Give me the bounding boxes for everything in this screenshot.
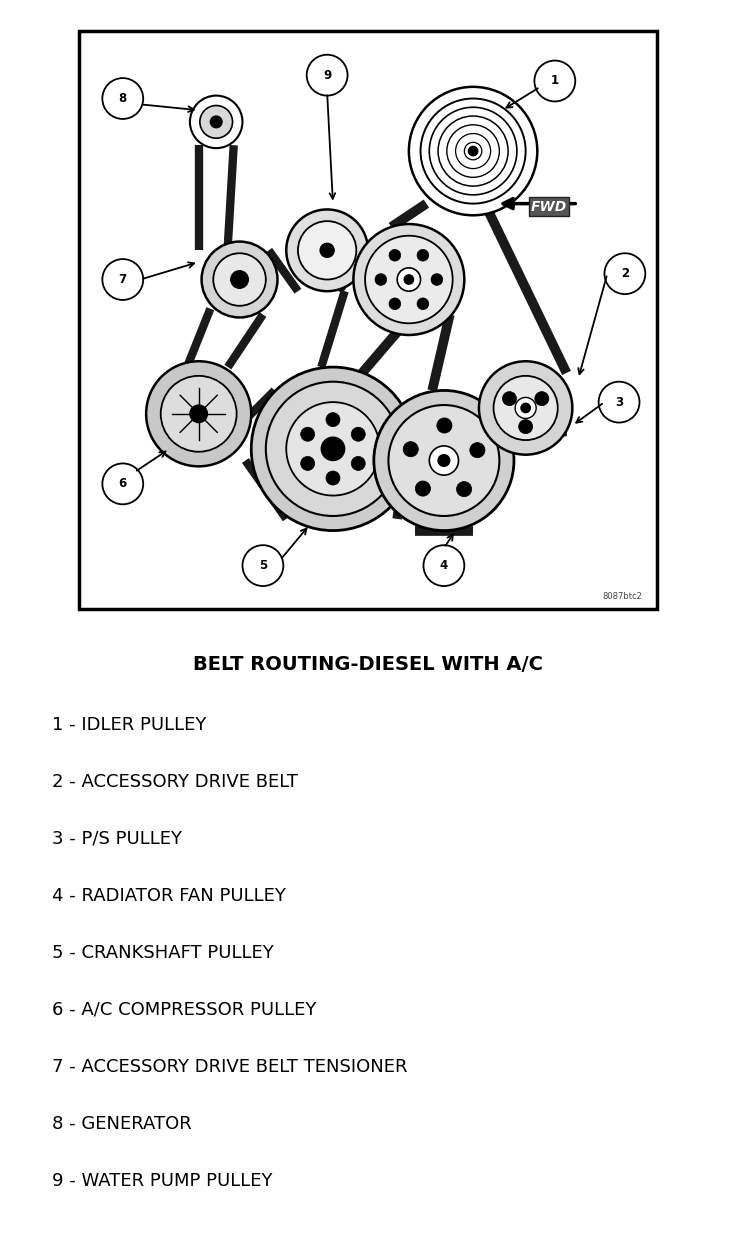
Circle shape bbox=[503, 392, 517, 406]
Text: 9 - WATER PUMP PULLEY: 9 - WATER PUMP PULLEY bbox=[52, 1171, 272, 1190]
Circle shape bbox=[351, 456, 365, 470]
Circle shape bbox=[102, 259, 144, 299]
Circle shape bbox=[375, 273, 386, 286]
Circle shape bbox=[210, 116, 222, 127]
Circle shape bbox=[397, 268, 420, 291]
Circle shape bbox=[404, 275, 414, 285]
Circle shape bbox=[417, 298, 429, 309]
Circle shape bbox=[213, 254, 266, 306]
Text: 5: 5 bbox=[259, 559, 267, 571]
Circle shape bbox=[415, 481, 431, 496]
Text: 6: 6 bbox=[118, 477, 127, 490]
Text: 7: 7 bbox=[118, 273, 127, 286]
Text: 6 - A/C COMPRESSOR PULLEY: 6 - A/C COMPRESSOR PULLEY bbox=[52, 1001, 316, 1018]
Circle shape bbox=[468, 146, 478, 156]
Circle shape bbox=[403, 442, 418, 456]
Circle shape bbox=[160, 376, 237, 452]
Text: 2 - ACCESSORY DRIVE BELT: 2 - ACCESSORY DRIVE BELT bbox=[52, 773, 297, 790]
Text: 1 - IDLER PULLEY: 1 - IDLER PULLEY bbox=[52, 716, 206, 734]
Circle shape bbox=[431, 273, 443, 286]
Text: FWD: FWD bbox=[531, 199, 567, 214]
Circle shape bbox=[423, 546, 464, 586]
Circle shape bbox=[438, 116, 508, 186]
Text: 3 - P/S PULLEY: 3 - P/S PULLEY bbox=[52, 830, 182, 847]
Circle shape bbox=[456, 481, 472, 497]
Circle shape bbox=[436, 418, 452, 433]
Circle shape bbox=[604, 254, 645, 294]
Circle shape bbox=[409, 87, 537, 215]
Circle shape bbox=[494, 376, 558, 440]
Circle shape bbox=[301, 427, 315, 442]
Circle shape bbox=[389, 298, 400, 309]
Circle shape bbox=[190, 95, 242, 148]
Text: BELT ROUTING-DIESEL WITH A/C: BELT ROUTING-DIESEL WITH A/C bbox=[193, 656, 543, 674]
Text: 8087btc2: 8087btc2 bbox=[603, 591, 643, 601]
Circle shape bbox=[470, 443, 485, 458]
Circle shape bbox=[429, 445, 459, 475]
Circle shape bbox=[190, 404, 208, 423]
Circle shape bbox=[307, 54, 347, 95]
Circle shape bbox=[286, 209, 368, 291]
Circle shape bbox=[301, 456, 315, 470]
Circle shape bbox=[146, 361, 251, 466]
Circle shape bbox=[479, 361, 573, 455]
Circle shape bbox=[417, 250, 429, 261]
Circle shape bbox=[438, 455, 450, 466]
Circle shape bbox=[102, 78, 144, 119]
Circle shape bbox=[326, 471, 340, 485]
Circle shape bbox=[365, 236, 453, 323]
Circle shape bbox=[389, 250, 400, 261]
Circle shape bbox=[320, 244, 334, 257]
Text: 8 - GENERATOR: 8 - GENERATOR bbox=[52, 1115, 191, 1133]
Circle shape bbox=[389, 404, 499, 516]
Circle shape bbox=[464, 142, 482, 160]
Circle shape bbox=[326, 413, 340, 427]
Circle shape bbox=[251, 367, 414, 531]
Circle shape bbox=[429, 108, 517, 195]
Circle shape bbox=[353, 224, 464, 335]
Circle shape bbox=[374, 391, 514, 531]
Text: 5 - CRANKSHAFT PULLEY: 5 - CRANKSHAFT PULLEY bbox=[52, 944, 273, 961]
Circle shape bbox=[598, 382, 640, 423]
Circle shape bbox=[200, 105, 233, 139]
Text: 4 - RADIATOR FAN PULLEY: 4 - RADIATOR FAN PULLEY bbox=[52, 887, 286, 904]
Text: 7 - ACCESSORY DRIVE BELT TENSIONER: 7 - ACCESSORY DRIVE BELT TENSIONER bbox=[52, 1058, 407, 1076]
Circle shape bbox=[515, 397, 536, 418]
Text: 3: 3 bbox=[615, 396, 623, 408]
Circle shape bbox=[202, 241, 277, 318]
Circle shape bbox=[521, 403, 531, 413]
Text: 1: 1 bbox=[551, 74, 559, 88]
Circle shape bbox=[351, 427, 365, 442]
Circle shape bbox=[420, 99, 526, 204]
Text: 9: 9 bbox=[323, 69, 331, 82]
Circle shape bbox=[456, 134, 491, 168]
Text: FWD: FWD bbox=[531, 199, 567, 214]
Circle shape bbox=[519, 419, 533, 434]
Circle shape bbox=[534, 61, 576, 101]
Circle shape bbox=[242, 546, 283, 586]
Text: 2: 2 bbox=[621, 267, 629, 280]
Circle shape bbox=[286, 402, 380, 496]
Circle shape bbox=[266, 382, 400, 516]
Circle shape bbox=[322, 437, 344, 460]
Circle shape bbox=[231, 271, 248, 288]
Circle shape bbox=[102, 464, 144, 505]
Text: 8: 8 bbox=[118, 92, 127, 105]
Circle shape bbox=[298, 221, 356, 280]
Circle shape bbox=[535, 392, 549, 406]
Text: 4: 4 bbox=[440, 559, 448, 571]
Circle shape bbox=[447, 125, 499, 177]
